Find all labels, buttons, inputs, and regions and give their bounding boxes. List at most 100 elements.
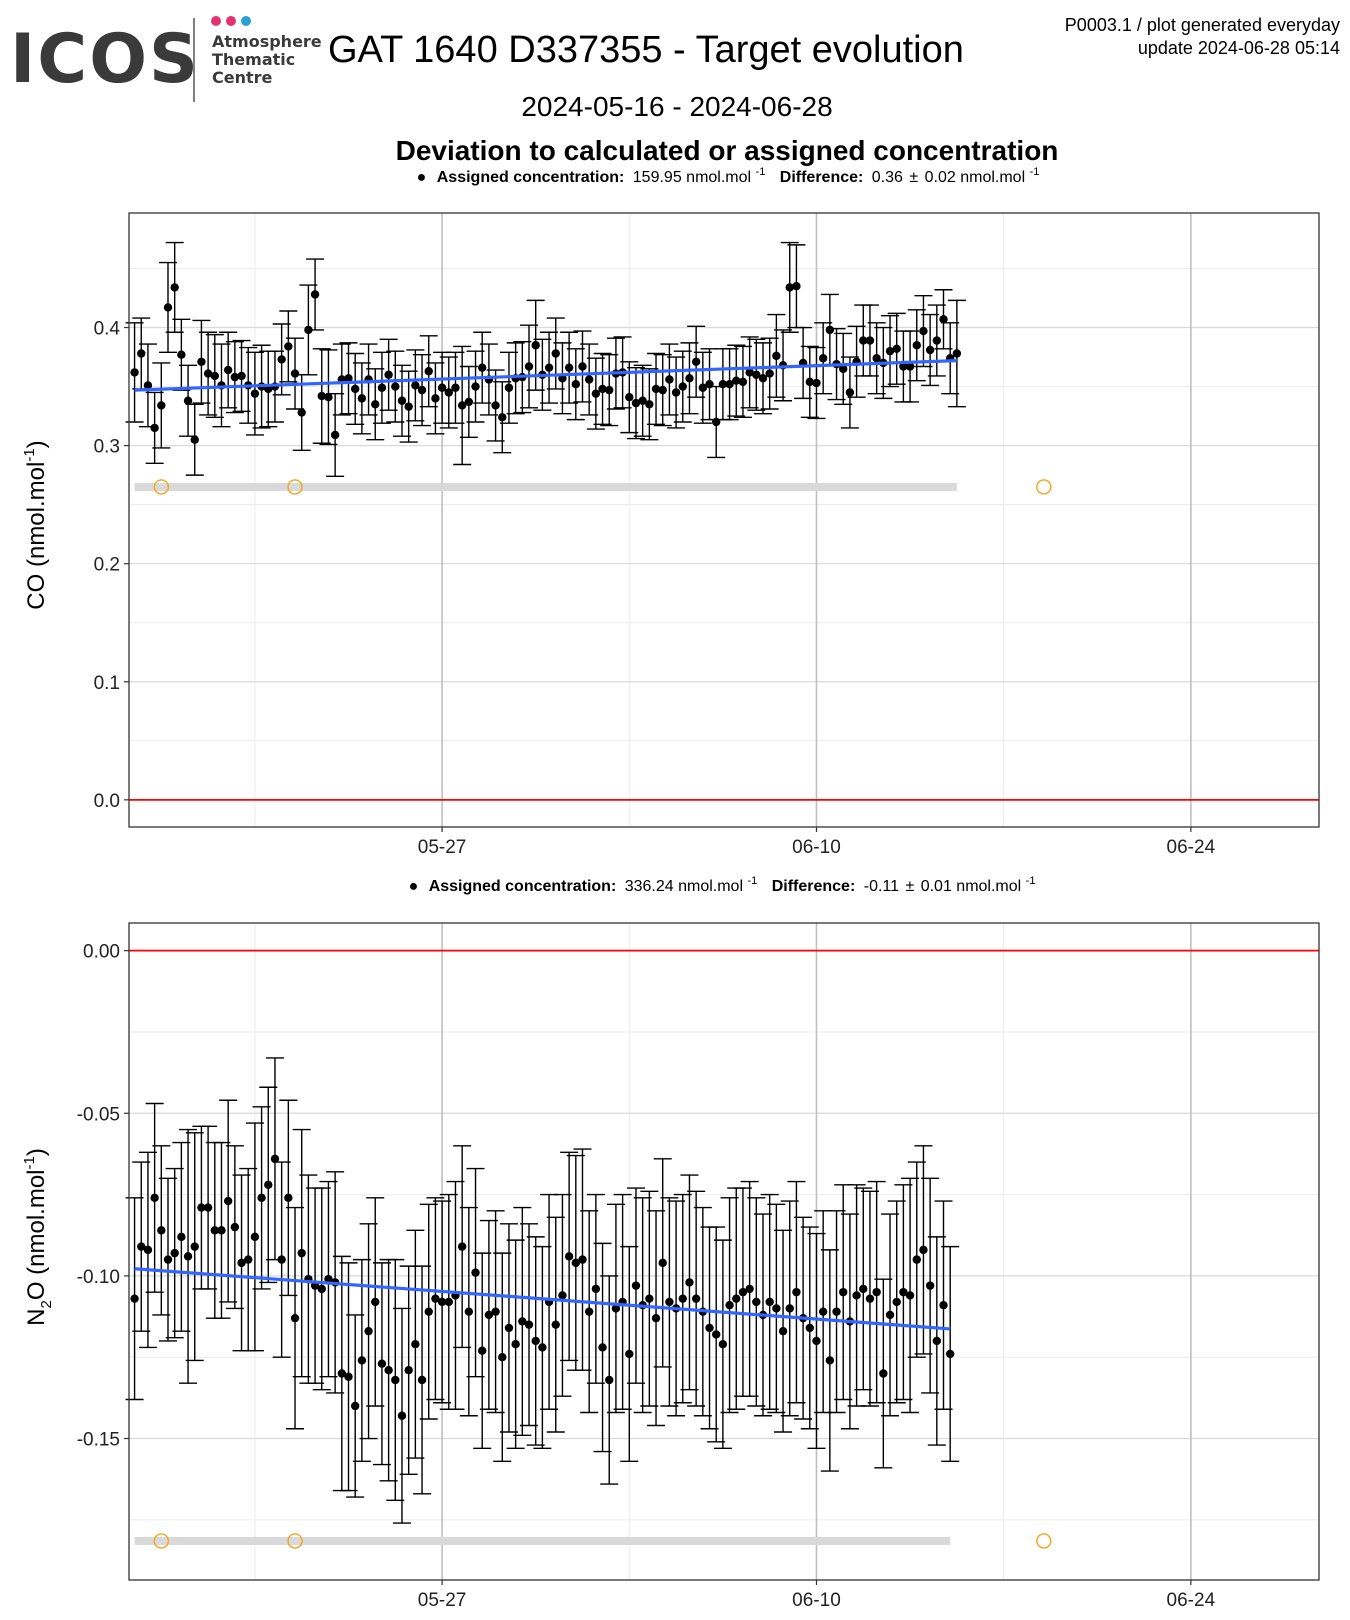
data-point bbox=[257, 1193, 266, 1203]
data-point bbox=[484, 1310, 494, 1320]
data-point bbox=[625, 1349, 634, 1359]
co-panel: 0.0 0.1 0.2 0.3 0.4 05-27 06-10 06-24 bbox=[94, 212, 1320, 858]
data-point bbox=[471, 382, 480, 391]
data-point bbox=[431, 394, 440, 403]
data-point bbox=[932, 336, 942, 345]
data-point bbox=[317, 1284, 326, 1294]
y-tick-label: -0.15 bbox=[77, 1430, 120, 1451]
data-point bbox=[391, 382, 400, 391]
data-point bbox=[732, 376, 741, 385]
data-point bbox=[270, 1154, 280, 1164]
data-point bbox=[210, 1226, 219, 1235]
flag-marker bbox=[153, 1533, 170, 1549]
y-tick-label: 0.2 bbox=[94, 555, 120, 576]
data-point bbox=[357, 1356, 367, 1365]
n2o-assigned-label: Assigned concentration: bbox=[429, 878, 617, 895]
meta-line-2: update 2024-06-28 05:14 bbox=[1138, 38, 1340, 58]
data-point bbox=[371, 400, 380, 409]
data-point bbox=[317, 391, 326, 401]
data-point bbox=[478, 1346, 487, 1355]
data-point bbox=[210, 371, 219, 381]
data-point bbox=[705, 1323, 714, 1333]
data-point bbox=[832, 1307, 841, 1316]
co-y-axis-label: CO (nmol.mol-1) bbox=[21, 440, 50, 609]
logo-dot-2 bbox=[226, 16, 236, 26]
data-point bbox=[190, 1242, 199, 1251]
data-point bbox=[939, 315, 948, 324]
data-point bbox=[932, 1336, 942, 1346]
y-tick-label: 0.0 bbox=[94, 791, 120, 812]
data-point bbox=[605, 1375, 614, 1385]
data-point bbox=[691, 1294, 701, 1303]
y-tick-label: 0.00 bbox=[83, 942, 120, 963]
data-point bbox=[912, 341, 921, 350]
data-point bbox=[712, 417, 721, 427]
data-point bbox=[357, 394, 367, 403]
data-point bbox=[437, 1297, 447, 1307]
data-point bbox=[290, 369, 300, 378]
data-point bbox=[738, 1287, 748, 1297]
data-point bbox=[678, 382, 687, 391]
meta-line-1: P0003.1 / plot generated everyday bbox=[1065, 15, 1340, 35]
data-point bbox=[130, 368, 139, 377]
data-point bbox=[839, 1287, 848, 1297]
data-point bbox=[377, 1359, 387, 1368]
data-point bbox=[290, 1313, 300, 1323]
x-tick-label: 06-24 bbox=[1167, 837, 1216, 858]
panel-border bbox=[128, 212, 1320, 828]
date-range: 2024-05-16 - 2024-06-28 bbox=[521, 91, 832, 122]
x-tick-label: 05-27 bbox=[418, 1590, 467, 1611]
data-point bbox=[544, 363, 554, 372]
data-point bbox=[905, 362, 915, 371]
n2o-y-axis-label: N2O (nmol.mol-1) bbox=[21, 1148, 55, 1326]
data-point bbox=[792, 1287, 801, 1297]
y-tick-label: 0.3 bbox=[94, 437, 120, 458]
data-point bbox=[230, 1222, 240, 1232]
co-diff-label: Difference: bbox=[780, 169, 864, 186]
data-point bbox=[524, 1320, 534, 1329]
data-point bbox=[658, 385, 667, 395]
data-point bbox=[785, 1304, 794, 1313]
data-point bbox=[551, 349, 560, 358]
data-point bbox=[651, 384, 661, 394]
data-point bbox=[758, 374, 768, 383]
data-point bbox=[825, 1356, 835, 1365]
data-point bbox=[571, 1258, 581, 1268]
data-point bbox=[725, 1300, 734, 1310]
data-point bbox=[732, 1294, 741, 1303]
data-point bbox=[745, 1284, 754, 1294]
data-point bbox=[564, 363, 574, 372]
data-point bbox=[892, 1297, 901, 1307]
data-point bbox=[417, 1375, 427, 1385]
data-point bbox=[691, 357, 701, 366]
data-point bbox=[457, 401, 467, 410]
data-point bbox=[137, 349, 146, 358]
trend-line bbox=[134, 358, 957, 392]
data-point bbox=[444, 388, 453, 397]
data-point bbox=[852, 1291, 861, 1300]
data-point bbox=[671, 388, 681, 397]
x-tick-label: 05-27 bbox=[418, 837, 467, 858]
y-tick-label: -0.05 bbox=[77, 1104, 120, 1125]
flag-marker bbox=[287, 1533, 303, 1549]
data-point bbox=[591, 389, 601, 398]
data-point bbox=[384, 370, 393, 379]
data-point bbox=[745, 368, 754, 377]
data-point bbox=[364, 1326, 373, 1336]
data-point bbox=[919, 326, 928, 336]
data-point bbox=[872, 1287, 881, 1297]
data-point bbox=[310, 290, 320, 299]
co-diff-sup: -1 bbox=[1030, 166, 1040, 178]
data-point bbox=[665, 1297, 674, 1307]
data-point bbox=[371, 1297, 380, 1307]
x-tick-label: 06-10 bbox=[792, 837, 841, 858]
data-point bbox=[645, 400, 654, 409]
data-point bbox=[324, 1274, 333, 1284]
flag-marker bbox=[1036, 1533, 1052, 1549]
section-title: Deviation to calculated or assigned conc… bbox=[396, 135, 1059, 166]
logo-dot-3 bbox=[241, 16, 251, 26]
data-point bbox=[698, 383, 708, 392]
data-point bbox=[190, 435, 199, 444]
data-point bbox=[778, 1326, 788, 1336]
data-point bbox=[130, 1294, 139, 1303]
